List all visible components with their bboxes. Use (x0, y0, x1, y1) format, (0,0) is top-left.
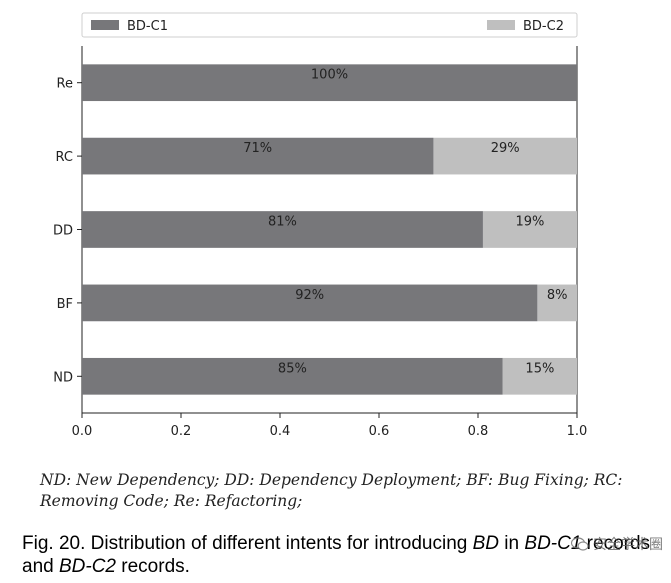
y-tick-label-dd: DD (53, 224, 73, 239)
caption-term-bd: BD (472, 533, 500, 554)
stacked-bar-chart: Re RC DD BF ND 0.0 0.2 0.4 0.6 0.8 1.0 100% 71% 29% 8… (53, 12, 588, 439)
x-tick-label-2: 0.4 (270, 424, 291, 439)
caption-term-bd-c1: BD-C1 (524, 533, 582, 554)
y-tick-label-re: Re (57, 77, 73, 92)
y-tick-label-rc: RC (56, 150, 73, 165)
data-label-dd-series-2: 19% (516, 215, 545, 230)
bar-dd-series-1 (82, 211, 483, 248)
data-label-bf-series-2: 8% (547, 288, 568, 303)
bar-dd-series-2 (482, 211, 577, 248)
legend-label-bd-c1: BD-C1 (127, 19, 168, 34)
caption-suffix: records. (116, 556, 190, 577)
x-tick-label-5: 1.0 (567, 424, 588, 439)
caption-mid-2: records and (22, 533, 651, 577)
data-label-nd-series-2: 15% (525, 361, 554, 376)
note-line-1: ND: New Dependency; DD: Dependency Deplo… (40, 471, 623, 489)
caption-mid-1: in (499, 533, 525, 554)
x-tick-label-1: 0.2 (171, 424, 192, 439)
y-tick-label-bf: BF (57, 297, 73, 312)
x-tick-label-4: 0.8 (468, 424, 489, 439)
bar-nd-series-2 (502, 357, 577, 395)
caption-term-bd-c2: BD-C2 (58, 556, 116, 577)
data-label-bf-series-1: 92% (295, 288, 324, 303)
legend-swatch-bd-c2 (487, 20, 515, 30)
legend-label-bd-c2: BD-C2 (523, 19, 564, 34)
bar-bf-series-1 (82, 284, 538, 322)
abbreviation-note: ND: New Dependency; DD: Dependency Deplo… (40, 470, 642, 512)
wechat-icon (571, 537, 589, 551)
data-label-nd-series-1: 85% (278, 361, 307, 376)
x-tick-label-3: 0.6 (369, 424, 390, 439)
bar-nd-series-1 (82, 357, 503, 395)
data-label-rc-series-1: 71% (243, 141, 272, 156)
watermark-text: 安全学术圈 (593, 537, 663, 553)
bar-bf-series-2 (537, 284, 577, 322)
caption-prefix: Fig. 20. Distribution of different inten… (22, 533, 473, 554)
bar-rc-series-1 (82, 137, 434, 175)
figure-caption: Fig. 20. Distribution of different inten… (22, 532, 662, 578)
data-label-dd-series-1: 81% (268, 215, 297, 230)
data-label-rc-series-2: 29% (491, 141, 520, 156)
legend-swatch-bd-c1 (91, 20, 119, 30)
watermark: 安全学术圈 (571, 534, 663, 554)
x-tick-label-0: 0.0 (72, 424, 93, 439)
note-line-2: Removing Code; Re: Refactoring; (40, 492, 303, 510)
bar-rc-series-2 (433, 137, 577, 175)
y-tick-label-nd: ND (53, 370, 73, 385)
legend-box (81, 12, 578, 38)
data-label-re-series-1: 100% (311, 68, 348, 83)
bar-re-series-1 (82, 64, 577, 102)
